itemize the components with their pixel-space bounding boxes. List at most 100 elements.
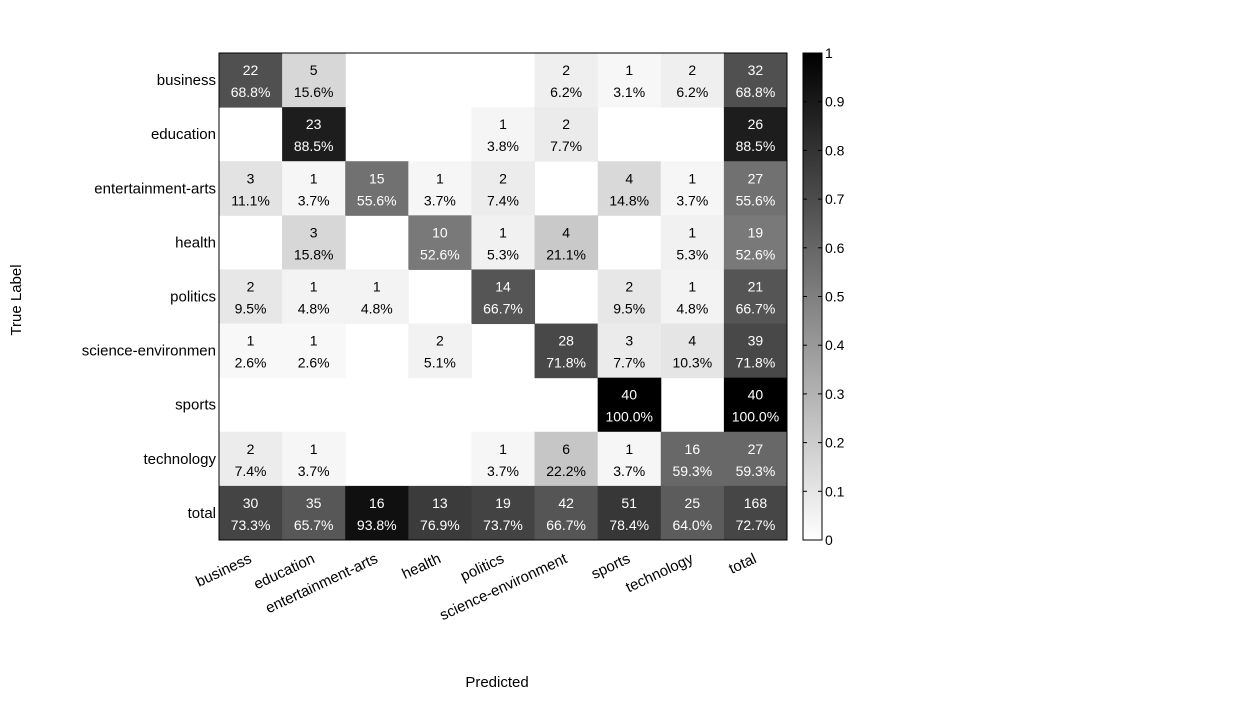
cell-percent-label: 3.7% — [613, 463, 645, 479]
cell-percent-label: 11.1% — [231, 192, 270, 208]
heatmap-cell — [597, 485, 662, 541]
x-tick-label: entertainment-arts — [263, 550, 381, 617]
colorbar: 0 0.1 0.2 0.3 0.4 0.5 0.6 0.7 0.8 0.9 1 — [802, 45, 845, 548]
heatmap-cell — [282, 269, 346, 325]
cell-count-label: 13 — [432, 495, 448, 511]
cell-percent-label: 3.7% — [424, 192, 456, 208]
colorbar-tick-label: 0.2 — [825, 435, 845, 451]
x-tick-label: sports — [589, 550, 633, 583]
y-tick-label: health — [175, 234, 216, 251]
cell-percent-label: 52.6% — [736, 246, 776, 262]
y-tick-label: total — [188, 505, 216, 522]
heatmap-cell — [723, 215, 788, 270]
heatmap-cell — [660, 269, 725, 325]
heatmap-cell — [282, 161, 346, 216]
heatmap-cell — [723, 269, 788, 325]
heatmap-cell — [345, 269, 409, 325]
cell-count-label: 40 — [748, 387, 764, 403]
cell-percent-label: 3.7% — [298, 192, 330, 208]
heatmap-cell — [534, 107, 599, 162]
cell-percent-label: 6.2% — [676, 84, 708, 100]
heatmap-cell — [471, 161, 536, 216]
cell-percent-label: 100.0% — [732, 409, 779, 425]
cell-percent-label: 78.4% — [609, 517, 649, 533]
cell-count-label: 1 — [310, 441, 318, 457]
cell-count-label: 1 — [625, 441, 633, 457]
cell-percent-label: 66.7% — [483, 301, 523, 317]
cell-count-label: 19 — [748, 224, 764, 240]
heatmap-cell — [408, 485, 472, 541]
cell-percent-label: 4.8% — [298, 301, 330, 317]
heatmap-cell — [597, 377, 662, 433]
heatmap-cell — [723, 107, 788, 162]
colorbar-tick-label: 0.3 — [825, 386, 845, 402]
cell-count-label: 1 — [625, 62, 633, 78]
heatmap-cell — [471, 107, 536, 162]
cell-count-label: 27 — [748, 441, 764, 457]
heatmap-cell — [408, 161, 472, 216]
cell-percent-label: 10.3% — [672, 355, 712, 371]
cell-percent-label: 7.4% — [487, 192, 519, 208]
y-tick-label: entertainment-arts — [94, 180, 216, 197]
cell-percent-label: 68.8% — [736, 84, 776, 100]
heatmap-cell — [219, 431, 283, 487]
heatmap-cell — [660, 323, 725, 379]
heatmap-cell — [282, 215, 346, 270]
cell-count-label: 22 — [243, 62, 259, 78]
cell-count-label: 2 — [247, 441, 255, 457]
heatmap-cell — [471, 431, 536, 487]
y-axis-label: True Label — [8, 264, 25, 335]
cell-percent-label: 3.8% — [487, 138, 519, 154]
y-tick-label: technology — [143, 451, 216, 468]
cell-count-label: 27 — [748, 170, 764, 186]
heatmap-cell — [534, 431, 599, 487]
heatmap-cell — [282, 107, 346, 162]
cell-count-label: 2 — [562, 116, 570, 132]
cell-percent-label: 3.7% — [298, 463, 330, 479]
cell-count-label: 42 — [558, 495, 574, 511]
cell-count-label: 23 — [306, 116, 322, 132]
cell-count-label: 1 — [247, 333, 255, 349]
heatmap-cell — [219, 323, 283, 379]
cell-count-label: 35 — [306, 495, 322, 511]
cell-percent-label: 9.5% — [613, 301, 645, 317]
heatmap-cell — [471, 269, 536, 325]
cell-count-label: 1 — [688, 279, 696, 295]
cell-count-label: 4 — [625, 170, 633, 186]
cell-percent-label: 59.3% — [672, 463, 712, 479]
heatmap-cell — [660, 53, 725, 108]
cell-count-label: 2 — [247, 279, 255, 295]
cell-count-label: 3 — [247, 170, 255, 186]
cell-count-label: 2 — [688, 62, 696, 78]
cell-percent-label: 15.8% — [294, 246, 334, 262]
cell-count-label: 2 — [436, 333, 444, 349]
cell-percent-label: 55.6% — [357, 192, 397, 208]
heatmap-cell — [723, 161, 788, 216]
cell-percent-label: 59.3% — [736, 463, 776, 479]
cell-percent-label: 3.1% — [613, 84, 645, 100]
x-tick-label: business — [193, 550, 254, 590]
heatmap-cell — [219, 269, 283, 325]
colorbar-tick-label: 1 — [825, 45, 833, 61]
colorbar-tick-label: 0.8 — [825, 142, 845, 158]
y-tick-label: education — [151, 126, 216, 143]
cell-count-label: 4 — [562, 224, 570, 240]
cell-count-label: 16 — [685, 441, 701, 457]
cell-percent-label: 68.8% — [231, 84, 271, 100]
cell-count-label: 10 — [432, 224, 448, 240]
heatmap-cell — [219, 161, 283, 216]
cell-count-label: 1 — [373, 279, 381, 295]
cell-percent-label: 93.8% — [357, 517, 397, 533]
cell-count-label: 28 — [558, 333, 574, 349]
cell-count-label: 2 — [625, 279, 633, 295]
heatmap-cell — [345, 485, 409, 541]
heatmap-cell — [660, 431, 725, 487]
colorbar-tick-label: 0.1 — [825, 483, 845, 499]
cell-percent-label: 52.6% — [420, 246, 460, 262]
cell-count-label: 1 — [310, 279, 318, 295]
plot-frame — [218, 52, 788, 541]
cell-percent-label: 100.0% — [605, 409, 652, 425]
heatmap-cell — [723, 377, 788, 433]
heatmap-cell — [597, 269, 662, 325]
